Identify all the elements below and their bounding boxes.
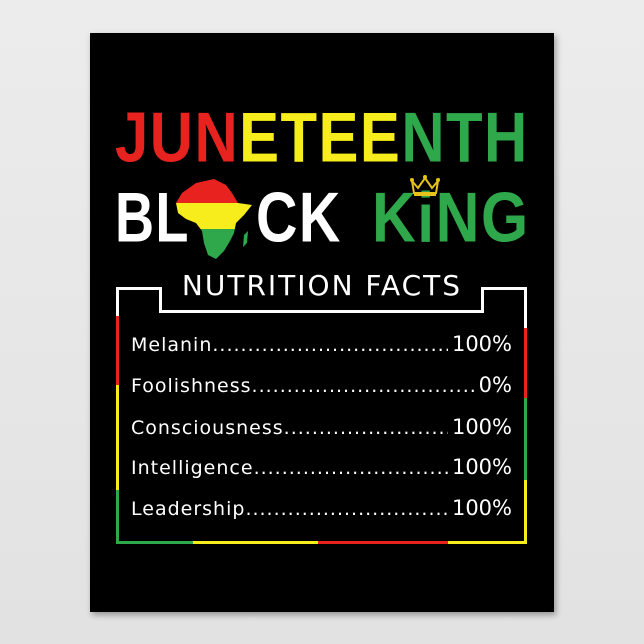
fact-row-foolishness: Foolishness 0% xyxy=(131,373,512,399)
leader-dots xyxy=(254,457,448,479)
title-bl: BL xyxy=(115,178,190,257)
poster: JUNETEENTH BL CK KiNG NUTRITION FACTS xyxy=(90,33,554,612)
crown-icon xyxy=(410,175,440,196)
fact-label: Consciousness xyxy=(131,417,284,439)
leader-dots xyxy=(284,417,448,439)
fact-label: Melanin xyxy=(131,334,213,356)
fact-row-intelligence: Intelligence 100% xyxy=(131,455,512,481)
africa-map-icon xyxy=(176,179,252,259)
fact-value: 100% xyxy=(451,496,512,520)
title-k: K xyxy=(372,178,418,257)
leader-dots xyxy=(252,375,475,397)
title-part-nth: NTH xyxy=(401,98,529,177)
title-king: KiNG xyxy=(372,183,530,254)
title-ng: NG xyxy=(435,178,530,257)
fact-row-melanin: Melanin 100% xyxy=(131,332,512,358)
title-i: i xyxy=(417,178,436,257)
leader-dots xyxy=(245,498,448,520)
fact-row-leadership: Leadership 100% xyxy=(131,496,512,522)
title-part-etee: ETEE xyxy=(239,98,402,177)
title-juneteenth: JUNETEENTH xyxy=(115,103,529,174)
nutrition-facts-heading: NUTRITION FACTS xyxy=(181,269,463,302)
fact-value: 100% xyxy=(451,332,512,356)
fact-value: 0% xyxy=(478,373,512,397)
title-part-jun: JUN xyxy=(115,98,240,177)
fact-row-consciousness: Consciousness 100% xyxy=(131,415,512,441)
fact-value: 100% xyxy=(451,415,512,439)
leader-dots xyxy=(212,334,448,356)
fact-value: 100% xyxy=(451,455,512,479)
fact-label: Intelligence xyxy=(131,457,254,479)
fact-label: Foolishness xyxy=(131,375,252,397)
fact-label: Leadership xyxy=(131,498,246,520)
title-ck: CK xyxy=(256,178,342,257)
